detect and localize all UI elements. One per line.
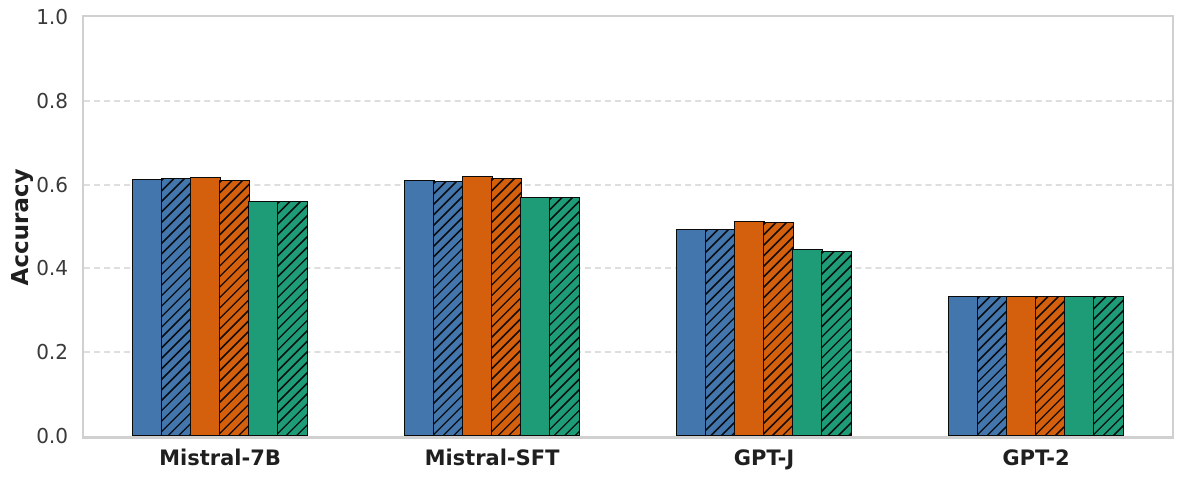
bar-orange-solid-Mistral-SFT [462, 176, 493, 436]
bar-orange-hatched-GPT-J [763, 221, 794, 436]
gridline-y-0.2 [84, 351, 1172, 354]
bar-blue-solid-GPT-J [676, 229, 707, 436]
hatch-pattern [1036, 297, 1065, 435]
x-tick-label-GPT-J: GPT-J [733, 446, 795, 470]
hatch-pattern [278, 202, 307, 435]
y-tick-label: 0.8 [36, 88, 68, 113]
hatch-pattern [550, 197, 579, 435]
y-tick-label: 0.0 [36, 424, 68, 448]
bar-orange-hatched-Mistral-SFT [491, 177, 522, 436]
spine-left [82, 17, 84, 438]
bar-blue-hatched-Mistral-SFT [433, 180, 464, 436]
hatch-pattern [220, 180, 249, 435]
bar-green-solid-Mistral-SFT [520, 196, 551, 436]
bar-green-hatched-GPT-J [821, 251, 852, 436]
hatch-pattern [978, 297, 1007, 435]
bar-blue-hatched-Mistral-7B [161, 178, 192, 436]
bar-orange-hatched-Mistral-7B [219, 179, 250, 436]
bar-green-solid-GPT-2 [1064, 296, 1095, 436]
gridline-y-0.8 [84, 99, 1172, 102]
spine-bottom [82, 436, 1174, 439]
y-tick-label: 0.2 [36, 340, 68, 365]
bar-orange-solid-Mistral-7B [190, 176, 221, 436]
bar-blue-hatched-GPT-J [705, 228, 736, 436]
hatch-pattern [764, 222, 793, 435]
bar-green-solid-GPT-J [792, 249, 823, 436]
hatch-pattern [492, 178, 521, 435]
spine-top [82, 15, 1174, 17]
bar-orange-solid-GPT-J [734, 221, 765, 436]
gridline-y-0.4 [84, 267, 1172, 270]
bar-green-hatched-Mistral-7B [277, 201, 308, 436]
bar-blue-solid-GPT-2 [948, 296, 979, 436]
bar-orange-hatched-GPT-2 [1035, 296, 1066, 436]
y-tick-label: 0.6 [36, 172, 68, 197]
bar-orange-solid-GPT-2 [1006, 296, 1037, 436]
hatch-pattern [822, 252, 851, 435]
x-tick-label-Mistral-7B: Mistral-7B [159, 446, 281, 470]
bar-blue-solid-Mistral-SFT [404, 179, 435, 436]
gridline-y-0.6 [84, 183, 1172, 186]
x-tick-label-GPT-2: GPT-2 [1002, 446, 1070, 470]
x-tick-label-Mistral-SFT: Mistral-SFT [424, 446, 560, 470]
spine-right [1172, 17, 1174, 438]
hatch-pattern [162, 179, 191, 435]
hatch-pattern [1094, 297, 1123, 435]
hatch-pattern [434, 181, 463, 435]
bar-green-hatched-GPT-2 [1093, 296, 1124, 436]
y-tick-label: 1.0 [36, 5, 68, 29]
bar-blue-solid-Mistral-7B [132, 178, 163, 436]
bar-green-solid-Mistral-7B [248, 200, 279, 436]
bar-blue-hatched-GPT-2 [977, 296, 1008, 436]
y-tick-label: 0.4 [36, 256, 68, 281]
bar-green-hatched-Mistral-SFT [549, 196, 580, 436]
hatch-pattern [706, 229, 735, 435]
